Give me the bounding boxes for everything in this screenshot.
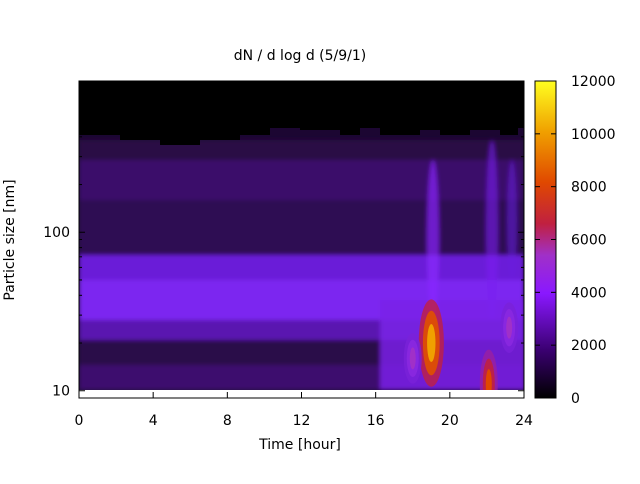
evening-plume [427,160,439,320]
band-top-dark [79,140,524,160]
burst-core [427,324,436,363]
colorbar-tick-label: 10000 [571,127,616,143]
heatmap-area [79,81,524,398]
colorbar-tick-label: 6000 [571,233,607,249]
burst-core [409,347,416,370]
colorbar-axis: 0 2000 4000 6000 8000 10000 12000 [535,74,616,407]
x-tick-label: 12 [293,413,311,429]
x-tick-label: 16 [367,413,385,429]
x-tick-label: 4 [149,413,158,429]
colorbar-tick-label: 12000 [571,74,616,90]
colorbar-tick-label: 8000 [571,180,607,196]
heatmap-bands [79,140,524,390]
no-data-region [79,81,524,145]
chart-title: dN / d log d (5/9/1) [234,48,367,64]
x-tick-label: 8 [223,413,232,429]
evening-enhancement [380,300,524,390]
y-axis-label: Particle size [nm] [2,179,18,300]
x-tick-label: 24 [515,413,533,429]
band-mid-dark [79,200,524,255]
x-tick-label: 20 [441,413,459,429]
y-axis: 10 100 [43,80,524,400]
x-axis-label: Time [hour] [258,437,341,453]
x-tick-label: 0 [75,413,84,429]
burst-core [506,316,513,339]
x-axis: 0 4 8 12 16 20 24 [75,81,533,429]
band-upper [79,160,524,200]
y-tick-label: 100 [43,225,70,241]
colorbar-tick-label: 4000 [571,285,607,301]
colorbar-tick-label: 0 [571,391,580,407]
late-plume-2 [507,160,517,280]
colorbar-tick-label: 2000 [571,338,607,354]
band-mode-upper [79,255,524,280]
y-tick-label: 10 [52,384,70,400]
burst-features [403,299,519,398]
late-plume [486,140,498,320]
